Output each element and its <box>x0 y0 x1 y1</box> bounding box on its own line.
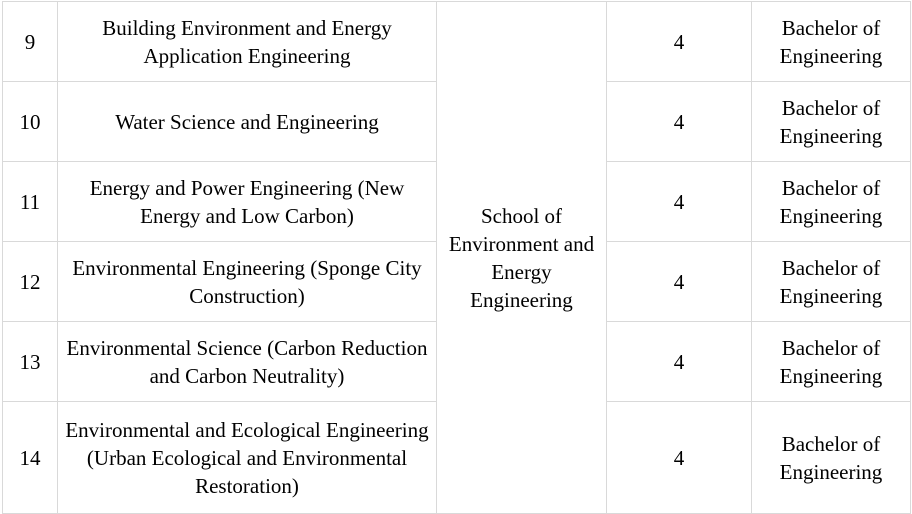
duration: 4 <box>606 401 752 514</box>
major-name: Environmental and Ecological Engineering… <box>57 401 437 514</box>
row-number: 9 <box>2 1 58 82</box>
duration: 4 <box>606 321 752 402</box>
degree: Bachelor of Engineering <box>751 161 911 242</box>
major-name: Energy and Power Engineering (New Energy… <box>57 161 437 242</box>
row-number: 11 <box>2 161 58 242</box>
degree: Bachelor of Engineering <box>751 401 911 514</box>
degree: Bachelor of Engineering <box>751 81 911 162</box>
table-row: 10 Water Science and Engineering 4 Bache… <box>2 81 911 162</box>
duration: 4 <box>606 161 752 242</box>
row-number: 13 <box>2 321 58 402</box>
duration: 4 <box>606 241 752 322</box>
row-number: 12 <box>2 241 58 322</box>
school-name: School of Environment and Energy Enginee… <box>436 1 607 514</box>
degree: Bachelor of Engineering <box>751 321 911 402</box>
table-row: 13 Environmental Science (Carbon Reducti… <box>2 321 911 402</box>
table-row: 14 Environmental and Ecological Engineer… <box>2 401 911 514</box>
major-name: Environmental Engineering (Sponge City C… <box>57 241 437 322</box>
major-name: Environmental Science (Carbon Reduction … <box>57 321 437 402</box>
duration: 4 <box>606 81 752 162</box>
duration: 4 <box>606 1 752 82</box>
major-name: Water Science and Engineering <box>57 81 437 162</box>
row-number: 10 <box>2 81 58 162</box>
major-name: Building Environment and Energy Applicat… <box>57 1 437 82</box>
degree: Bachelor of Engineering <box>751 1 911 82</box>
degree: Bachelor of Engineering <box>751 241 911 322</box>
row-number: 14 <box>2 401 58 514</box>
table-row: 12 Environmental Engineering (Sponge Cit… <box>2 241 911 322</box>
table-row: 11 Energy and Power Engineering (New Ene… <box>2 161 911 242</box>
